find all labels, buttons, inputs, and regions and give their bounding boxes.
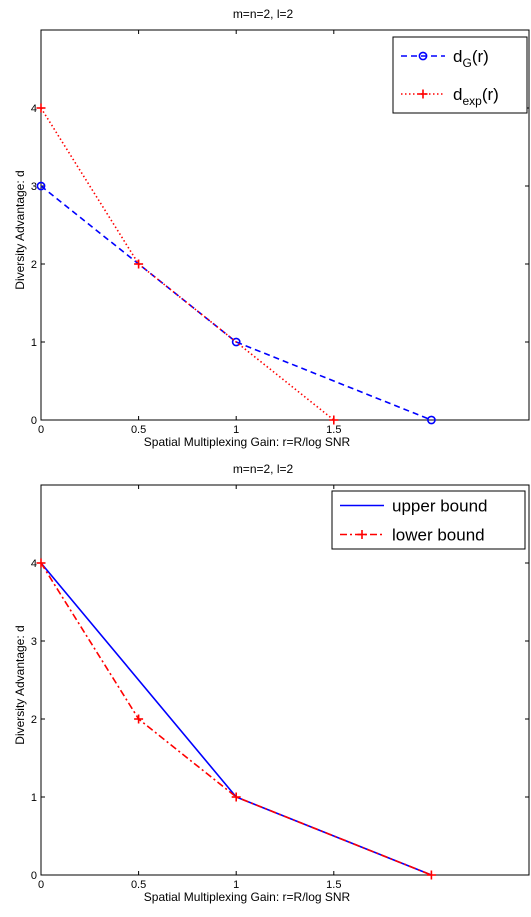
series-marker-dexp (329, 415, 339, 425)
series-marker-dexp (134, 259, 144, 269)
series-line-lower (40, 562, 432, 876)
series-line-dexp (40, 107, 335, 421)
plot-frame (40, 29, 530, 421)
y-tick-label: 3 (31, 636, 37, 648)
x-tick-label: 1.5 (326, 424, 341, 436)
y-tick-label: 2 (31, 259, 37, 271)
series-line-upper (40, 562, 432, 876)
legend: upper bound lower bound (331, 490, 526, 550)
legend: dG(r)dexp(r) (392, 36, 528, 114)
series-marker-dg (231, 337, 241, 347)
x-tick-label: 0 (38, 424, 44, 436)
plot-frame (40, 484, 530, 876)
chart-title: m=n=2, l=2 (233, 7, 294, 21)
y-tick-label: 3 (31, 181, 37, 193)
series-line-dg (40, 185, 432, 421)
x-tick-label: 0.5 (131, 879, 146, 891)
legend-box (331, 490, 526, 550)
legend-label-upper: upper bound (392, 497, 487, 516)
legend-label-lower: lower bound (392, 526, 485, 545)
y-axis-label: Diversity Advantage: d (13, 625, 27, 744)
series-marker-dexp (36, 103, 46, 113)
chart-1: m=n=2, l=2 0 0.5 1 1.5 0 1 2 3 4 Spatial Multiplex… (13, 7, 530, 449)
y-tick-label: 1 (31, 792, 37, 804)
legend-box (392, 36, 528, 114)
x-tick-label: 0.5 (131, 424, 146, 436)
x-axis-label: Spatial Multiplexing Gain: r=R/log SNR (144, 435, 351, 449)
legend-marker-dexp (418, 89, 428, 99)
y-tick-label: 0 (31, 415, 37, 427)
series-marker-dg (36, 181, 46, 191)
chart-2: m=n=2, l=2 0 0.5 1 1.5 0 1 2 3 4 Spatial Multiplex… (13, 462, 530, 904)
series-marker-lower (36, 558, 46, 568)
series-marker-dg (426, 415, 436, 425)
series-marker-lower (231, 792, 241, 802)
y-tick-label: 2 (31, 714, 37, 726)
x-tick-label: 1.5 (326, 879, 341, 891)
chart-title: m=n=2, l=2 (233, 462, 294, 476)
y-tick-label: 4 (31, 103, 37, 115)
legend-label-dg: dG(r) (453, 47, 489, 70)
y-tick-label: 1 (31, 337, 37, 349)
y-axis-label: Diversity Advantage: d (13, 170, 27, 289)
y-tick-label: 4 (31, 558, 37, 570)
series-marker-lower (426, 870, 436, 880)
x-axis-label: Spatial Multiplexing Gain: r=R/log SNR (144, 890, 351, 904)
x-tick-label: 1 (233, 424, 239, 436)
y-tick-label: 0 (31, 870, 37, 882)
x-tick-label: 1 (233, 879, 239, 891)
legend-marker-dg (418, 51, 428, 61)
x-tick-label: 0 (38, 879, 44, 891)
legend-marker-lower (357, 530, 367, 539)
series-marker-lower (134, 714, 144, 724)
